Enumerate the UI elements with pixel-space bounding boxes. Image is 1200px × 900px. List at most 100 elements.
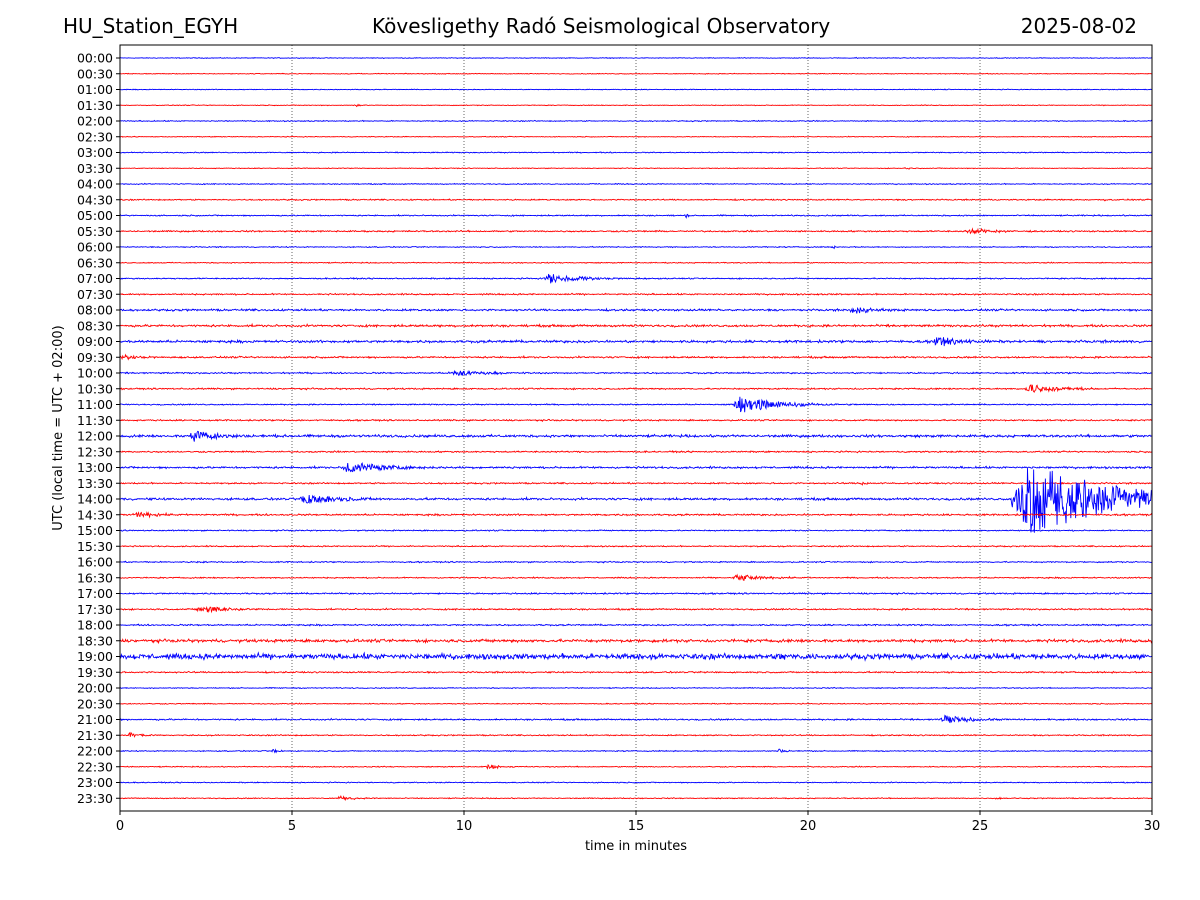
y-tick-label: 04:00 — [77, 177, 113, 192]
trace-0730 — [119, 292, 1153, 297]
station-name: HU_Station_EGYH — [63, 14, 239, 38]
trace-1930 — [119, 670, 1153, 674]
y-tick-label: 18:00 — [77, 618, 113, 633]
y-tick-label: 09:30 — [77, 350, 113, 365]
trace-1400 — [119, 468, 1153, 533]
trace-0530 — [119, 227, 1153, 235]
y-tick-label: 16:30 — [77, 570, 113, 585]
observatory-title: Kövesligethy Radó Seismological Observat… — [372, 14, 831, 38]
y-tick-label: 04:30 — [77, 192, 113, 207]
trace-1200 — [119, 430, 1153, 442]
trace-1000 — [119, 369, 1153, 376]
y-tick-label: 03:00 — [77, 145, 113, 160]
trace-0000 — [119, 56, 1153, 60]
y-tick-label: 02:00 — [77, 114, 113, 129]
y-tick-label: 05:30 — [77, 224, 113, 239]
y-tick-label: 22:00 — [77, 744, 113, 759]
x-tick-label: 15 — [628, 819, 645, 834]
y-tick-label: 14:30 — [77, 507, 113, 522]
y-tick-label: 20:30 — [77, 696, 113, 711]
y-axis: 00:0000:3001:0001:3002:0002:3003:0003:30… — [77, 51, 120, 806]
y-tick-label: 12:30 — [77, 444, 113, 459]
y-tick-label: 22:30 — [77, 759, 113, 774]
x-tick-label: 25 — [972, 819, 989, 834]
x-tick-label: 10 — [456, 819, 473, 834]
trace-1700 — [119, 591, 1153, 596]
trace-1130 — [119, 418, 1153, 423]
trace-0700 — [119, 273, 1153, 284]
trace-1830 — [119, 637, 1153, 645]
y-tick-label: 11:00 — [77, 397, 113, 412]
y-tick-label: 10:00 — [77, 366, 113, 381]
x-tick-label: 0 — [116, 819, 124, 834]
trace-2300 — [119, 781, 1153, 784]
trace-0330 — [119, 166, 1153, 170]
y-tick-label: 13:00 — [77, 460, 113, 475]
trace-0500 — [119, 213, 1153, 219]
y-tick-label: 07:30 — [77, 287, 113, 302]
trace-1500 — [119, 529, 1153, 533]
trace-1800 — [119, 623, 1153, 627]
y-tick-label: 07:00 — [77, 271, 113, 286]
y-tick-label: 08:00 — [77, 303, 113, 318]
trace-1030 — [119, 384, 1153, 393]
trace-0430 — [119, 198, 1153, 202]
trace-0830 — [119, 322, 1153, 329]
y-tick-label: 14:00 — [77, 492, 113, 507]
traces — [119, 56, 1153, 802]
trace-2200 — [119, 748, 1153, 754]
trace-0800 — [119, 306, 1153, 314]
y-tick-label: 08:30 — [77, 318, 113, 333]
trace-2100 — [119, 714, 1153, 724]
y-tick-label: 09:00 — [77, 334, 113, 349]
y-tick-label: 16:00 — [77, 555, 113, 570]
y-tick-label: 15:00 — [77, 523, 113, 538]
y-tick-label: 13:30 — [77, 476, 113, 491]
trace-2030 — [119, 702, 1153, 706]
trace-1630 — [119, 573, 1153, 581]
x-tick-label: 30 — [1144, 819, 1161, 834]
y-tick-label: 23:30 — [77, 791, 113, 806]
y-tick-label: 06:30 — [77, 255, 113, 270]
y-axis-label: UTC (local time = UTC + 02:00) — [51, 325, 66, 530]
y-tick-label: 19:30 — [77, 665, 113, 680]
trace-0100 — [119, 88, 1153, 91]
y-tick-label: 18:30 — [77, 633, 113, 648]
trace-0400 — [119, 182, 1153, 186]
y-tick-label: 05:00 — [77, 208, 113, 223]
y-tick-label: 17:30 — [77, 602, 113, 617]
y-tick-label: 20:00 — [77, 681, 113, 696]
y-tick-label: 19:00 — [77, 649, 113, 664]
trace-1300 — [120, 462, 1153, 473]
y-tick-label: 00:00 — [77, 51, 113, 66]
y-tick-label: 02:30 — [77, 129, 113, 144]
y-tick-label: 15:30 — [77, 539, 113, 554]
record-date: 2025-08-02 — [1020, 14, 1137, 38]
trace-0600 — [119, 245, 1153, 250]
trace-0230 — [119, 135, 1153, 138]
trace-0930 — [119, 353, 1153, 361]
y-tick-label: 11:30 — [77, 413, 113, 428]
trace-2000 — [119, 686, 1153, 690]
y-tick-label: 21:30 — [77, 728, 113, 743]
trace-0900 — [119, 337, 1153, 347]
y-tick-label: 03:30 — [77, 161, 113, 176]
y-tick-label: 21:00 — [77, 712, 113, 727]
x-tick-label: 20 — [800, 819, 817, 834]
x-tick-label: 5 — [288, 819, 296, 834]
trace-2230 — [119, 763, 1153, 770]
trace-1900 — [119, 651, 1152, 662]
trace-0300 — [119, 151, 1153, 154]
y-tick-label: 06:00 — [77, 240, 113, 255]
y-tick-label: 23:00 — [77, 775, 113, 790]
trace-0200 — [119, 119, 1153, 123]
trace-2330 — [119, 794, 1153, 802]
y-tick-label: 12:00 — [77, 429, 113, 444]
trace-1330 — [119, 481, 1153, 486]
trace-1230 — [119, 449, 1153, 454]
x-grid — [291, 45, 981, 811]
trace-1530 — [120, 544, 1153, 548]
trace-1600 — [119, 560, 1153, 564]
x-axis-label: time in minutes — [585, 839, 687, 854]
